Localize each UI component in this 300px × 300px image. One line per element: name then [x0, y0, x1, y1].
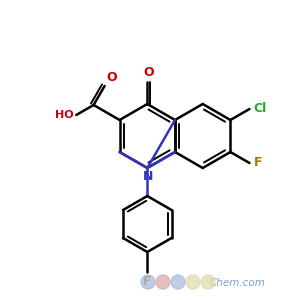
Text: O: O	[143, 66, 154, 79]
Circle shape	[201, 275, 215, 289]
Circle shape	[171, 275, 185, 289]
Text: F: F	[254, 155, 262, 169]
Text: HO: HO	[55, 110, 73, 120]
Text: N: N	[143, 170, 154, 183]
Text: Chem.com: Chem.com	[210, 278, 266, 288]
Circle shape	[156, 275, 170, 289]
Text: F: F	[143, 275, 152, 288]
Text: O: O	[106, 71, 117, 84]
Text: Cl: Cl	[254, 101, 267, 115]
Circle shape	[186, 275, 200, 289]
Circle shape	[141, 275, 155, 289]
